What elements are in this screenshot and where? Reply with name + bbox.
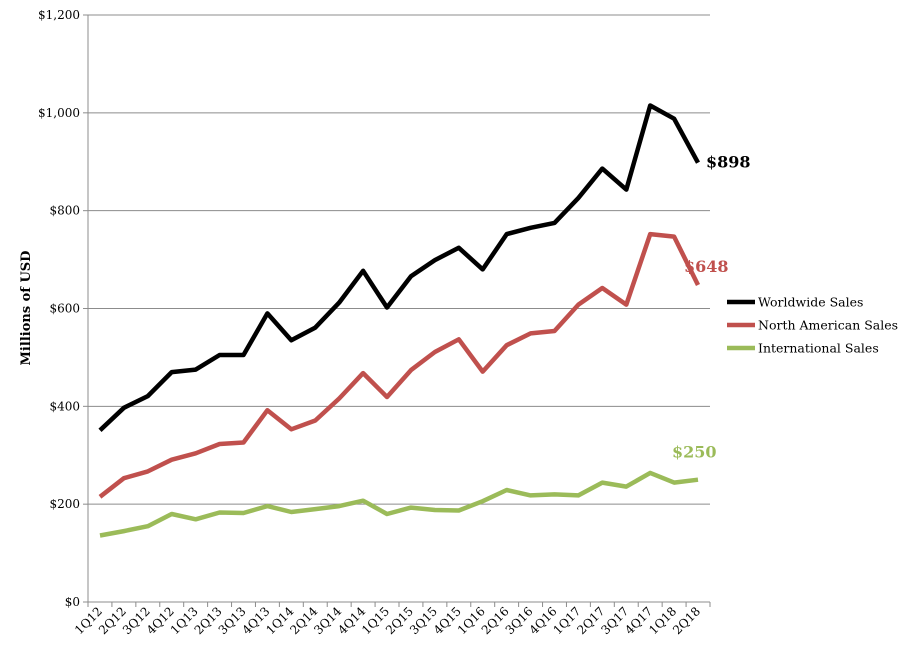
y-tick-label: $0	[65, 595, 80, 609]
legend: Worldwide Sales North American Sales Inter…	[727, 295, 898, 356]
axes	[87, 15, 710, 603]
end-value-label: $250	[672, 443, 717, 462]
y-tick-label: $1,000	[38, 106, 80, 120]
y-tick-label: $1,200	[38, 8, 80, 22]
gridlines	[88, 14, 710, 505]
series-lines	[98, 103, 701, 538]
x-tick-label: 2Q18	[670, 604, 703, 637]
x-axis-ticks: 1Q122Q123Q124Q121Q132Q133Q134Q131Q142Q14…	[72, 602, 711, 637]
y-tick-label: $400	[49, 399, 80, 413]
y-axis-label: Millions of USD	[19, 251, 34, 366]
y-tick-label: $800	[49, 204, 80, 218]
legend-label: Worldwide Sales	[758, 295, 863, 310]
y-axis-ticks: $0 $200 $400 $600 $800 $1,000 $1,200	[38, 8, 88, 609]
end-value-label: $648	[684, 257, 729, 276]
y-tick-label: $200	[49, 497, 80, 511]
legend-label: International Sales	[758, 341, 879, 356]
end-labels: $898 $648 $250	[672, 153, 751, 462]
series-line	[99, 470, 699, 538]
series-line	[98, 103, 700, 432]
y-tick-label: $600	[49, 302, 80, 316]
legend-label: North American Sales	[758, 318, 898, 333]
end-value-label: $898	[706, 153, 751, 172]
series-line	[98, 231, 701, 499]
